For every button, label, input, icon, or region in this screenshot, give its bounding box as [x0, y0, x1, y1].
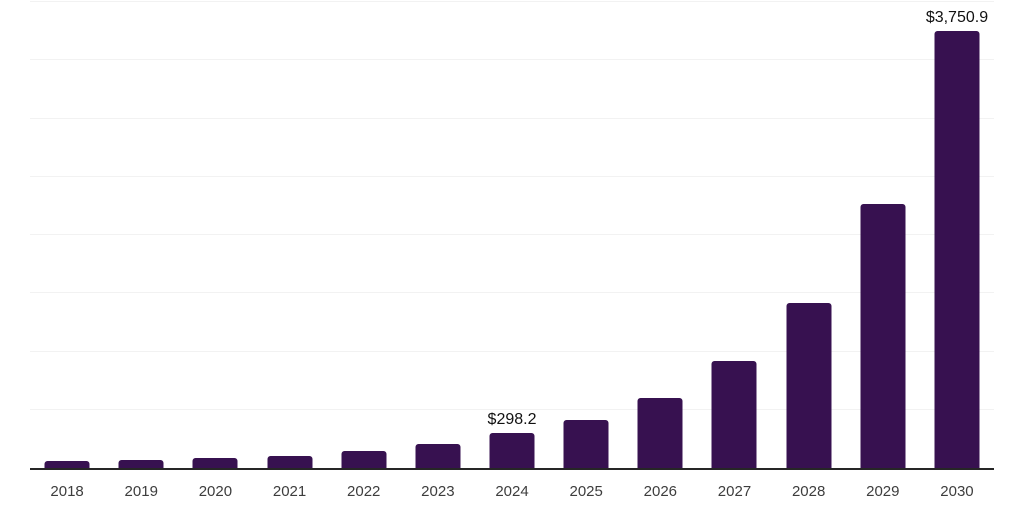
gridline-500 — [30, 408, 994, 410]
bar-2028 — [786, 302, 832, 468]
x-tick-label-2024: 2024 — [495, 483, 529, 500]
bar-2026 — [637, 397, 683, 468]
x-tick-label-2028: 2028 — [791, 483, 826, 500]
bar-slot-2029 — [846, 2, 920, 468]
bar-slot-2026 — [623, 2, 697, 468]
x-tick-label-2022: 2022 — [347, 483, 381, 500]
bar-slot-2020 — [178, 2, 252, 468]
bar-value-label-2030: $3,750.9 — [925, 9, 989, 27]
x-tick-label-2029: 2029 — [866, 483, 900, 500]
bar-2020 — [192, 457, 238, 468]
bar-2025 — [563, 420, 609, 468]
bar-slot-2027 — [697, 2, 771, 468]
gridline-1500 — [30, 292, 994, 294]
bar-slot-2028 — [772, 2, 846, 468]
bars-row: $298.2 $3,750.9 — [30, 2, 994, 468]
bar-2022 — [341, 450, 387, 468]
gridline-2500 — [30, 175, 994, 177]
bar-value-label-2024: $298.2 — [487, 411, 537, 429]
bar-slot-2025 — [549, 2, 623, 468]
x-tick-label-2025: 2025 — [569, 483, 603, 500]
bar-2030 — [934, 31, 980, 468]
bar-2027 — [711, 360, 757, 468]
bar-slot-2018 — [30, 2, 104, 468]
bar-slot-2023 — [401, 2, 475, 468]
plot-area: $298.2 $3,750.9 — [30, 1, 994, 468]
x-tick-label-2018: 2018 — [50, 483, 84, 500]
gridline-3500 — [30, 59, 994, 61]
x-axis-line — [30, 468, 994, 470]
bar-slot-2024: $298.2 — [475, 2, 549, 468]
gridline-2000 — [30, 234, 994, 235]
bar-2019 — [118, 459, 164, 468]
gridlines — [30, 1, 994, 468]
bar-2024 — [489, 433, 535, 468]
x-tick-label-2021: 2021 — [272, 483, 307, 500]
bar-slot-2022 — [327, 2, 401, 468]
bar-slot-2019 — [104, 2, 178, 468]
bar-slot-2021 — [252, 2, 326, 468]
x-tick-label-2030: 2030 — [940, 483, 974, 500]
x-tick-label-2019: 2019 — [124, 483, 158, 500]
x-tick-label-2026: 2026 — [643, 483, 678, 500]
gridline-1000 — [30, 350, 994, 352]
gridline-3000 — [30, 117, 994, 119]
gridline-4000 — [30, 1, 994, 2]
bar-2029 — [860, 204, 906, 468]
x-tick-label-2020: 2020 — [198, 483, 233, 500]
bar-slot-2030: $3,750.9 — [920, 2, 994, 468]
x-tick-label-2023: 2023 — [421, 483, 455, 500]
bar-2018 — [44, 461, 90, 468]
bar-2021 — [267, 455, 313, 468]
x-tick-label-2027: 2027 — [717, 483, 752, 500]
bar-2023 — [415, 444, 461, 468]
x-axis-labels: 2018 2019 2020 2021 2022 2023 2024 2025 2026 2027… — [30, 483, 994, 500]
